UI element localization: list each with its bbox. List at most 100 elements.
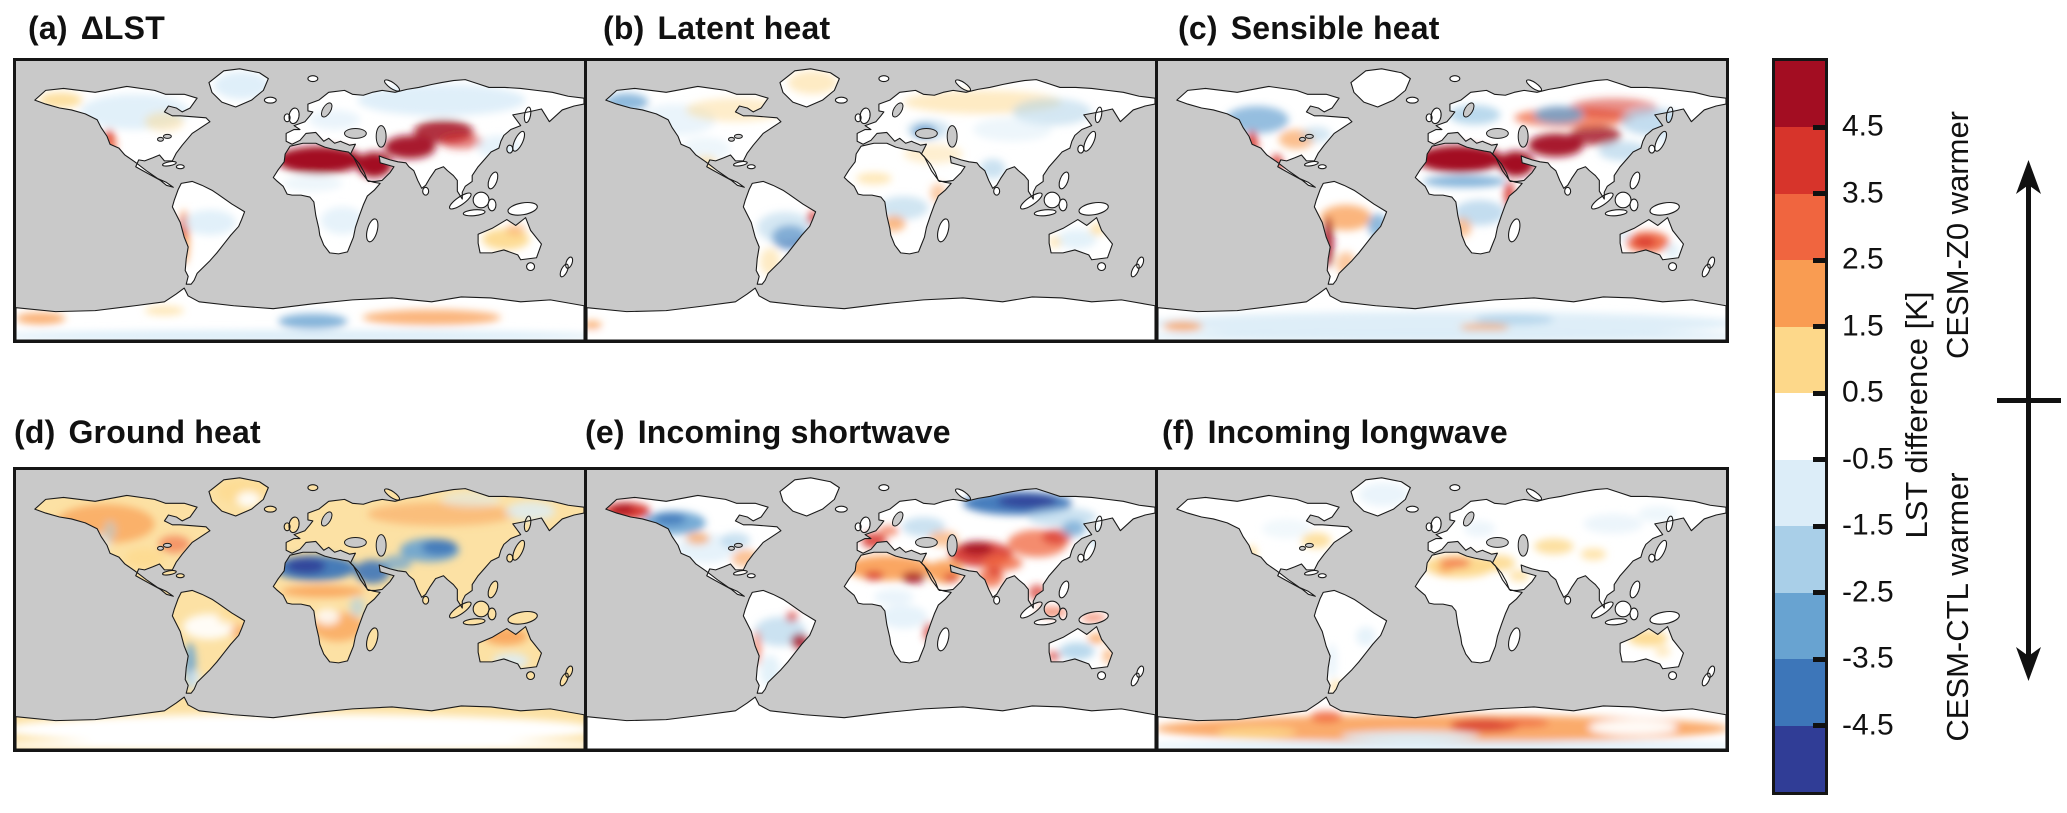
coastlines bbox=[16, 477, 584, 749]
panel-title-text: Incoming longwave bbox=[1207, 414, 1508, 450]
inland-sea bbox=[1462, 511, 1475, 527]
inland-sea bbox=[728, 545, 735, 551]
world-map-a bbox=[16, 61, 584, 340]
map-data-shading bbox=[16, 71, 584, 340]
arrow-shaft bbox=[2026, 182, 2031, 659]
world-map-e bbox=[587, 470, 1155, 749]
world-map-b bbox=[587, 61, 1155, 340]
colorbar-segment bbox=[1775, 193, 1825, 261]
inland-sea bbox=[375, 534, 387, 557]
inland-sea bbox=[162, 542, 172, 548]
inland-sea bbox=[320, 511, 333, 527]
colorbar-segment bbox=[1775, 526, 1825, 593]
inland-sea bbox=[1486, 128, 1509, 139]
inland-sea bbox=[1486, 537, 1509, 548]
panel-title-a: (a) ΔLST bbox=[28, 10, 165, 47]
colorbar-tick-label: -2.5 bbox=[1842, 574, 1894, 608]
panel-label: (d) bbox=[14, 414, 56, 450]
colorbar-tick-mark bbox=[1813, 257, 1826, 263]
colorbar-lower-direction-label: CESM-CTL warmer bbox=[1940, 472, 1975, 742]
colorbar-axis-label: LST difference [K] bbox=[1899, 291, 1934, 539]
panel-title-text: ΔLST bbox=[80, 10, 165, 46]
inland-sea bbox=[915, 128, 938, 139]
map-data-shading bbox=[587, 491, 1155, 749]
map-panel-c bbox=[1155, 58, 1729, 343]
colorbar-upper-direction-label: CESM-Z0 warmer bbox=[1940, 110, 1975, 360]
inland-sea bbox=[375, 125, 387, 148]
inland-sea bbox=[891, 102, 904, 118]
colorbar-tick-label: 3.5 bbox=[1842, 176, 1884, 210]
colorbar-tick-label: -0.5 bbox=[1842, 442, 1894, 476]
coastlines bbox=[1158, 68, 1726, 340]
colorbar-segment bbox=[1775, 725, 1825, 792]
panel-title-f: (f) Incoming longwave bbox=[1162, 414, 1508, 451]
colorbar-segments bbox=[1775, 61, 1825, 792]
colorbar-segment bbox=[1775, 393, 1825, 460]
colorbar-segment bbox=[1775, 659, 1825, 726]
colorbar-tick-mark bbox=[1813, 656, 1826, 662]
colorbar bbox=[1772, 58, 1828, 795]
colorbar-tick-mark bbox=[1813, 590, 1826, 596]
panel-label: (a) bbox=[28, 10, 68, 46]
map-panel-d bbox=[13, 467, 587, 752]
inland-sea bbox=[915, 537, 938, 548]
colorbar-tick-label: 1.5 bbox=[1842, 309, 1884, 343]
colorbar-tick-label: 4.5 bbox=[1842, 109, 1884, 143]
arrow-head-down-icon bbox=[2016, 647, 2041, 681]
panel-title-e: (e) Incoming shortwave bbox=[585, 414, 951, 451]
arrow-zero-crossbar bbox=[1997, 398, 2061, 403]
panel-title-text: Ground heat bbox=[68, 414, 261, 450]
inland-sea bbox=[1304, 542, 1314, 548]
colorbar-tick-label: 0.5 bbox=[1842, 375, 1884, 409]
map-panel-a bbox=[13, 58, 587, 343]
panel-title-text: Latent heat bbox=[657, 10, 831, 46]
colorbar-tick-label: 2.5 bbox=[1842, 242, 1884, 276]
arrow-head-up-icon bbox=[2016, 160, 2041, 194]
colorbar-tick-mark bbox=[1813, 457, 1826, 463]
colorbar-tick-mark bbox=[1813, 723, 1826, 729]
coastlines bbox=[587, 68, 1155, 340]
colorbar-segment bbox=[1775, 459, 1825, 527]
colorbar-segment bbox=[1775, 326, 1825, 394]
direction-arrow-icon bbox=[1997, 160, 2061, 681]
inland-sea bbox=[1517, 534, 1529, 557]
map-row-bottom bbox=[13, 467, 1729, 752]
colorbar-tick-label: -3.5 bbox=[1842, 641, 1894, 675]
map-panel-e bbox=[584, 467, 1158, 752]
coastlines bbox=[16, 68, 584, 340]
world-map-d bbox=[16, 470, 584, 749]
world-map-c bbox=[1158, 61, 1726, 340]
map-row-top bbox=[13, 58, 1729, 343]
panel-title-d: (d) Ground heat bbox=[14, 414, 261, 451]
inland-sea bbox=[344, 537, 367, 548]
panel-title-b: (b) Latent heat bbox=[603, 10, 830, 47]
colorbar-tick-label: -4.5 bbox=[1842, 707, 1894, 741]
colorbar-tick-mark bbox=[1813, 124, 1826, 130]
colorbar-tick-mark bbox=[1813, 523, 1826, 529]
coastlines bbox=[587, 477, 1155, 749]
colorbar-segment bbox=[1775, 592, 1825, 660]
panel-label: (e) bbox=[585, 414, 625, 450]
inland-sea bbox=[946, 534, 958, 557]
map-panel-f bbox=[1155, 467, 1729, 752]
panel-label: (c) bbox=[1178, 10, 1218, 46]
colorbar-tick-mark bbox=[1813, 390, 1826, 396]
panel-label: (b) bbox=[603, 10, 645, 46]
panel-title-c: (c) Sensible heat bbox=[1178, 10, 1440, 47]
colorbar-segment bbox=[1775, 127, 1825, 194]
inland-sea bbox=[1462, 102, 1475, 118]
colorbar-tick-mark bbox=[1813, 324, 1826, 330]
map-data-shading bbox=[16, 479, 584, 749]
inland-sea bbox=[733, 133, 743, 139]
inland-sea bbox=[162, 133, 172, 139]
inland-sea bbox=[320, 102, 333, 118]
colorbar-segment bbox=[1775, 260, 1825, 327]
inland-sea bbox=[1299, 136, 1306, 142]
inland-sea bbox=[733, 542, 743, 548]
world-map-f bbox=[1158, 470, 1726, 749]
inland-sea bbox=[728, 136, 735, 142]
inland-sea bbox=[946, 125, 958, 148]
inland-sea bbox=[157, 545, 164, 551]
panel-title-text: Incoming shortwave bbox=[637, 414, 951, 450]
